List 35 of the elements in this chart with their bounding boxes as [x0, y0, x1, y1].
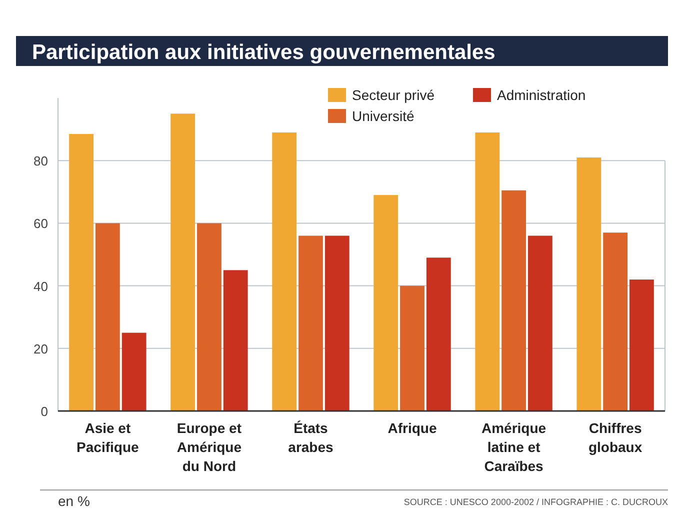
bar: [630, 280, 654, 411]
bar: [475, 132, 500, 411]
y-tick-label: 40: [34, 278, 48, 294]
bar: [69, 134, 94, 411]
bar: [400, 286, 424, 411]
x-tick-label: Europe et Amérique du Nord: [176, 420, 242, 474]
text: en %: [58, 493, 90, 509]
y-tick-label: 80: [34, 154, 48, 169]
y-tick-label: 60: [34, 216, 48, 232]
chart-title: Participation aux initiatives gouvernementales: [32, 41, 496, 64]
bar: [576, 157, 602, 411]
bar: [122, 332, 146, 411]
bar: [197, 223, 222, 411]
bar: [272, 132, 297, 411]
legend-label: Université: [352, 108, 414, 124]
bar: [170, 114, 196, 411]
x-tick-label: Afrique: [388, 420, 437, 436]
bar: [324, 236, 350, 411]
bar: [502, 190, 526, 411]
source-note: SOURCE : UNESCO 2000-2002 / INFOGRAPHIE : C. DUCROUX: [404, 497, 668, 507]
bar: [95, 223, 120, 411]
x-tick-label: États arabes: [288, 420, 334, 455]
y-tick-label: 20: [34, 341, 48, 356]
bar: [223, 270, 248, 411]
bar: [298, 236, 323, 411]
x-tick-label: Chiffres globaux: [588, 420, 642, 455]
y-tick-label: 0: [40, 404, 48, 419]
bar: [603, 232, 628, 411]
bar: [426, 258, 451, 411]
legend-label: Secteur privé: [352, 87, 435, 103]
x-tick-label: Amérique latine et Caraïbes: [482, 420, 546, 474]
legend-label: Administration: [497, 87, 586, 103]
x-tick-label: Asie et Pacifique: [76, 420, 140, 455]
bar: [374, 195, 398, 411]
bar: [528, 236, 552, 411]
